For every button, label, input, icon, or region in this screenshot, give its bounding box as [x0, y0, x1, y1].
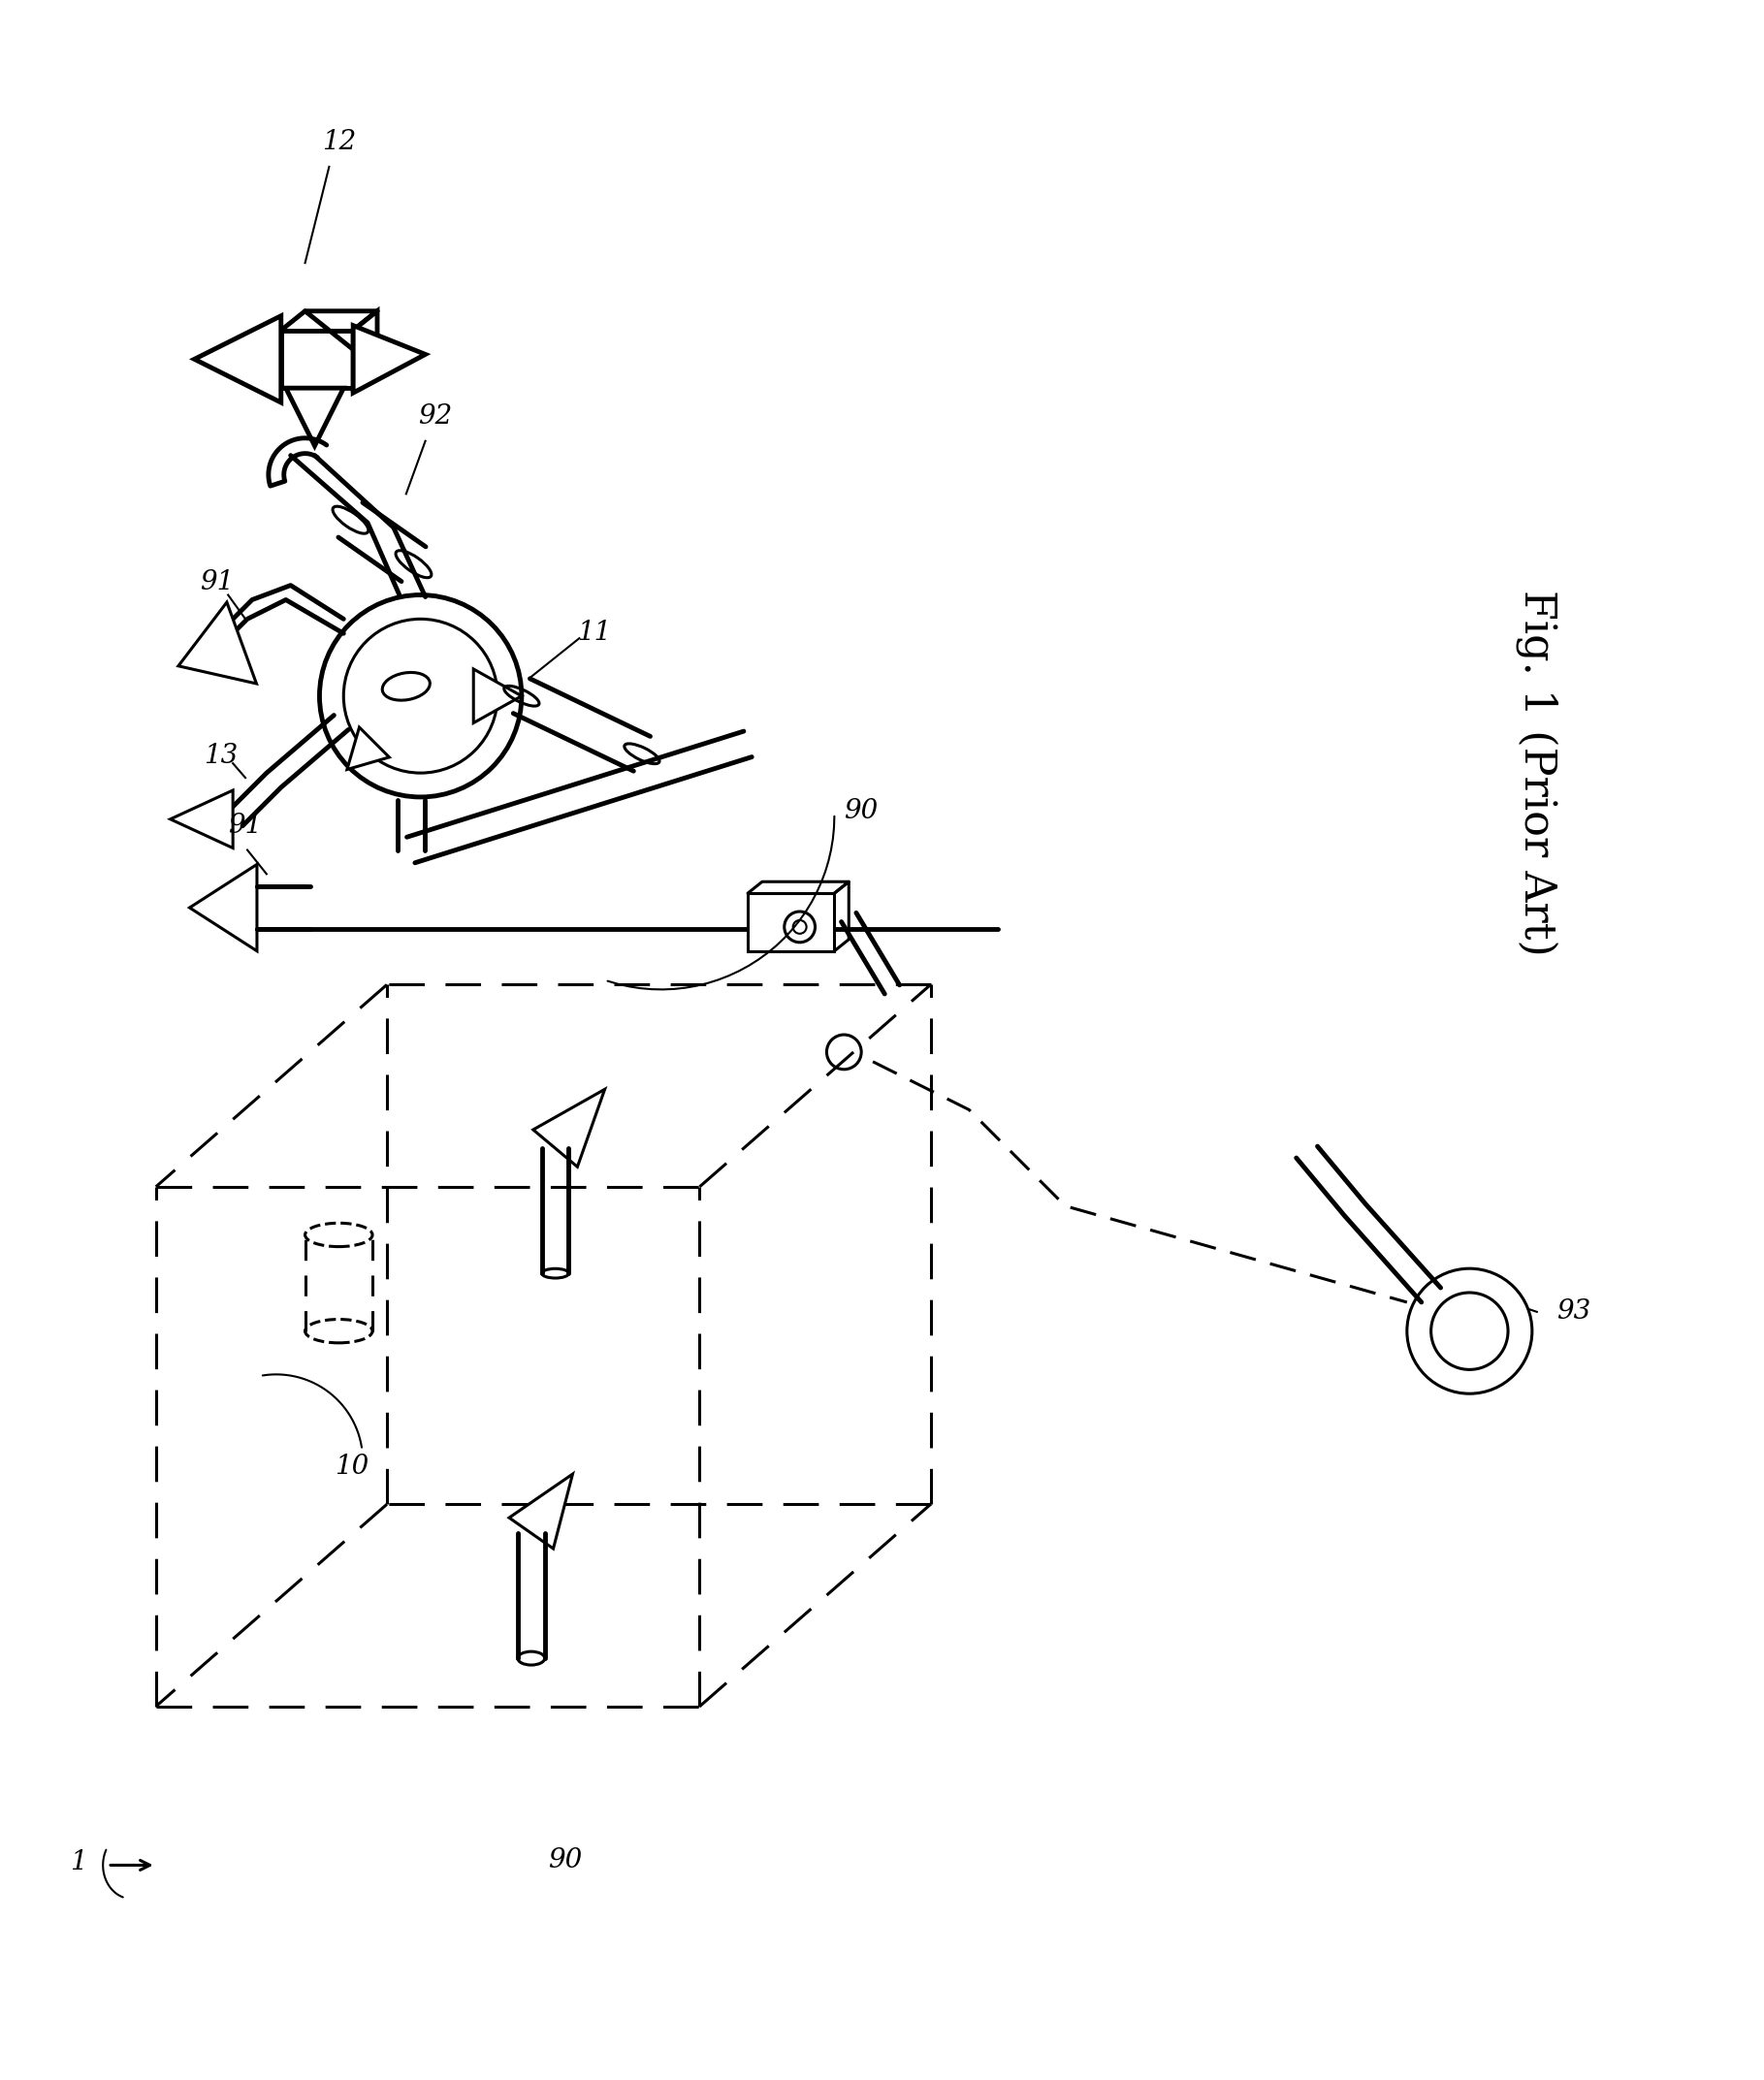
Text: 91: 91	[228, 811, 263, 838]
Text: 13: 13	[203, 743, 238, 770]
Polygon shape	[348, 728, 390, 770]
Polygon shape	[286, 389, 344, 445]
Text: Fig. 1 (Prior Art): Fig. 1 (Prior Art)	[1515, 591, 1558, 957]
Polygon shape	[748, 892, 834, 951]
Text: 1: 1	[71, 1849, 88, 1876]
Polygon shape	[533, 1090, 605, 1167]
Polygon shape	[473, 670, 522, 724]
Polygon shape	[353, 324, 425, 393]
Polygon shape	[171, 790, 233, 849]
Polygon shape	[510, 1475, 573, 1550]
Circle shape	[1408, 1269, 1533, 1394]
Polygon shape	[178, 603, 256, 684]
Text: 91: 91	[199, 570, 233, 595]
Circle shape	[319, 595, 522, 797]
Polygon shape	[194, 316, 280, 404]
Circle shape	[344, 620, 497, 774]
Polygon shape	[280, 331, 353, 389]
Text: 10: 10	[335, 1454, 369, 1479]
Text: 12: 12	[321, 129, 356, 156]
Circle shape	[1431, 1292, 1508, 1369]
Text: 93: 93	[1556, 1298, 1591, 1325]
Text: 11: 11	[577, 620, 610, 645]
Polygon shape	[189, 865, 258, 951]
Text: 92: 92	[418, 404, 452, 428]
Text: 90: 90	[843, 799, 878, 824]
Text: 90: 90	[549, 1847, 582, 1874]
Polygon shape	[353, 312, 377, 389]
